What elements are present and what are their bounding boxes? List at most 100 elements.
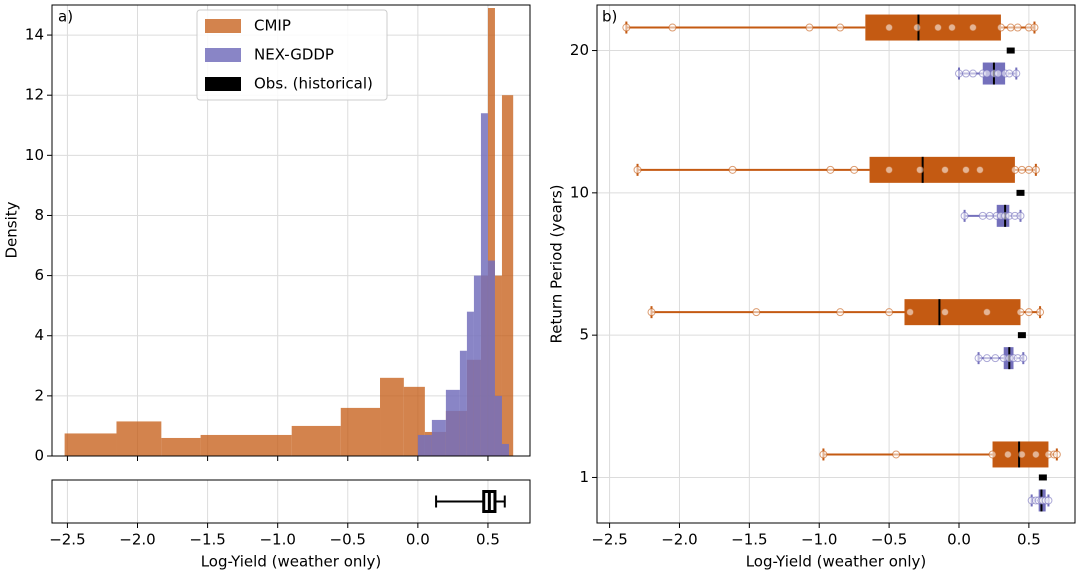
histogram-bar — [161, 437, 201, 456]
data-point — [892, 450, 901, 459]
y-tick-label: 20 — [570, 41, 589, 59]
histogram-bar — [116, 421, 162, 456]
data-point — [1019, 354, 1028, 363]
data-point — [885, 308, 894, 317]
y-tick-label: 0 — [34, 447, 44, 465]
data-point — [885, 165, 894, 174]
data-point — [968, 69, 977, 78]
legend-swatch — [205, 77, 241, 91]
y-tick-label: 10 — [570, 183, 589, 201]
y-tick-label: 1 — [579, 468, 589, 486]
data-point — [941, 308, 950, 317]
x-tick-label: −2.5 — [49, 531, 85, 549]
x-axis-label: Log-Yield (weather only) — [201, 553, 382, 571]
data-point — [954, 69, 963, 78]
data-point — [948, 23, 957, 32]
data-point — [1013, 23, 1022, 32]
x-tick-label: −1.0 — [259, 531, 295, 549]
y-axis-label: Return Period (years) — [548, 184, 566, 343]
x-tick-label: 0.0 — [947, 531, 971, 549]
y-tick-label: 10 — [25, 146, 44, 164]
x-tick-label: 0.5 — [476, 531, 500, 549]
data-point — [988, 450, 997, 459]
panel-label: b) — [602, 8, 617, 26]
data-point — [1017, 165, 1026, 174]
histogram-bar — [480, 113, 488, 457]
legend: CMIP NEX-GDDP Obs. (historical) — [196, 9, 388, 101]
data-point — [1036, 308, 1045, 317]
data-point — [826, 165, 835, 174]
x-tick-label: 0.0 — [406, 531, 430, 549]
histogram-bar — [340, 407, 381, 456]
x-tick-label: −2.0 — [119, 531, 155, 549]
data-point — [622, 23, 631, 32]
data-point — [991, 354, 1000, 363]
data-point — [1024, 308, 1033, 317]
data-point — [647, 308, 656, 317]
data-point — [985, 211, 994, 220]
y-tick-label: 5 — [579, 326, 589, 344]
data-point — [668, 23, 677, 32]
histogram-bar — [200, 434, 292, 456]
data-point — [1044, 496, 1053, 505]
x-tick-label: −1.5 — [731, 531, 767, 549]
legend-label: CMIP — [254, 17, 291, 35]
histogram-bar — [445, 389, 460, 456]
data-point — [960, 211, 969, 220]
x-tick-label: −0.5 — [330, 531, 366, 549]
y-tick-label: 4 — [34, 326, 44, 344]
histogram-bar — [501, 95, 514, 456]
obs-marker — [1016, 189, 1025, 196]
data-point — [961, 69, 970, 78]
obs-marker — [1006, 47, 1015, 54]
data-point — [752, 308, 761, 317]
histogram-bar — [380, 377, 404, 456]
legend-swatch — [205, 19, 241, 33]
histogram-bar — [501, 443, 509, 456]
x-axis-label: Log-Yield (weather only) — [746, 553, 927, 571]
histogram-bar — [466, 311, 474, 456]
obs-marker — [1017, 332, 1026, 339]
x-tick-label: 0.5 — [1017, 531, 1041, 549]
data-point — [906, 308, 915, 317]
data-point — [975, 165, 984, 174]
data-point — [633, 165, 642, 174]
y-tick-label: 6 — [34, 266, 44, 284]
obs-marker — [1038, 474, 1047, 481]
data-point — [913, 23, 922, 32]
data-point — [1052, 450, 1061, 459]
histogram-bar — [417, 434, 432, 456]
y-axis-label: Density — [3, 201, 21, 258]
data-point — [982, 308, 991, 317]
data-point — [1030, 23, 1039, 32]
y-tick-label: 12 — [25, 86, 44, 104]
data-point — [982, 69, 991, 78]
data-point — [968, 23, 977, 32]
y-tick-label: 2 — [34, 386, 44, 404]
x-tick-label: −2.0 — [661, 531, 697, 549]
data-point — [836, 308, 845, 317]
data-point — [885, 23, 894, 32]
histogram-bar — [487, 260, 495, 456]
data-point — [1016, 308, 1025, 317]
legend-label: NEX-GDDP — [254, 46, 334, 64]
data-point — [978, 211, 987, 220]
data-point — [996, 23, 1005, 32]
axes-frame — [596, 4, 1076, 524]
legend-swatch — [205, 48, 241, 62]
data-point — [1006, 23, 1015, 32]
histogram-bar — [459, 350, 467, 456]
data-point — [1024, 165, 1033, 174]
histogram-bar — [64, 433, 117, 456]
data-point — [1005, 69, 1014, 78]
histogram-bar — [494, 275, 502, 456]
data-point — [1016, 211, 1025, 220]
data-point — [1010, 165, 1019, 174]
panel-label: a) — [58, 8, 73, 26]
histogram-bar — [487, 8, 495, 457]
data-point — [805, 23, 814, 32]
panel-a: −2.5 −2.0 −1.5 −1.0 −0.5 0.0 0.5 0 2 4 6 8 10 12 14 CMI… — [25, 4, 531, 549]
x-tick-label: −1.0 — [801, 531, 837, 549]
